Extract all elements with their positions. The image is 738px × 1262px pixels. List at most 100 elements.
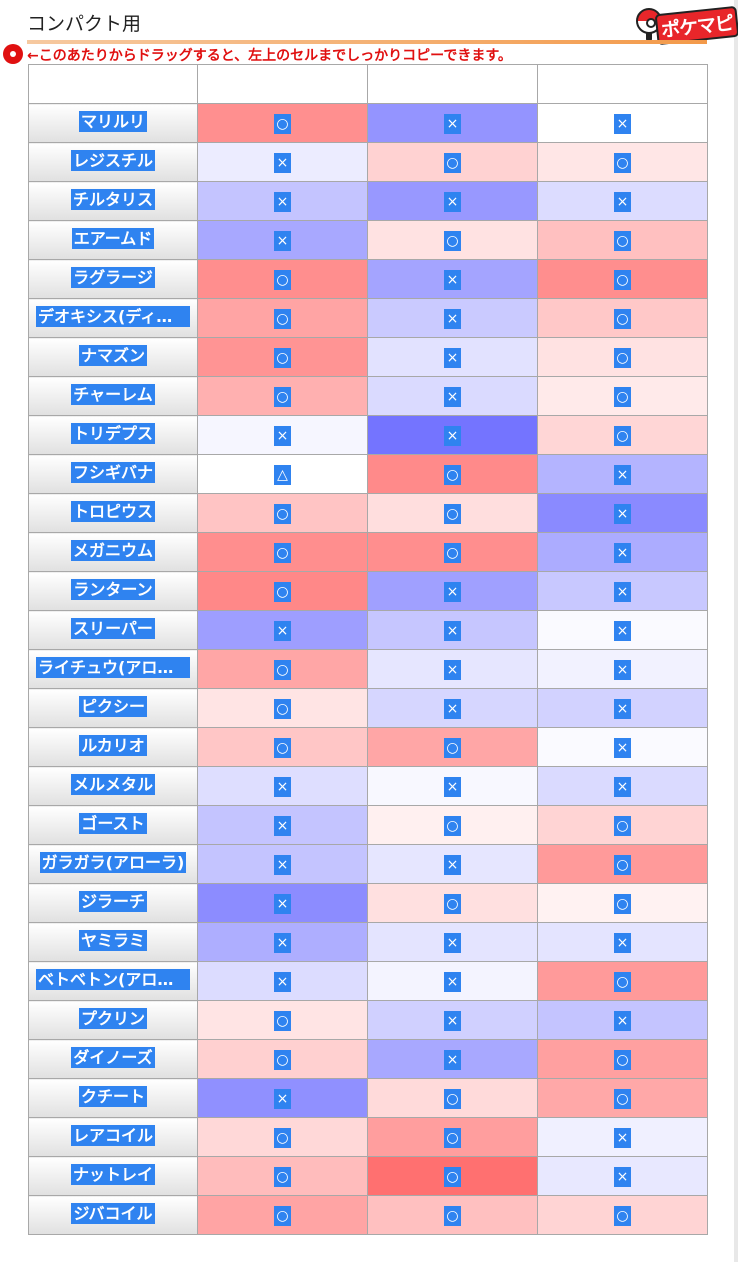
matchup-cell[interactable]: ○	[537, 259, 708, 299]
pokemon-name-cell[interactable]: プクリン	[28, 1000, 198, 1040]
matchup-cell[interactable]: ×	[367, 961, 538, 1001]
pokemon-name-cell[interactable]: ランターン	[28, 571, 198, 611]
matchup-cell[interactable]: ×	[367, 376, 538, 416]
matchup-cell[interactable]: ×	[367, 1039, 538, 1079]
matchup-cell[interactable]: ×	[367, 844, 538, 884]
matchup-cell[interactable]: ×	[537, 103, 708, 143]
pokemon-name-cell[interactable]: ヤミラミ	[28, 922, 198, 962]
matchup-cell[interactable]: ○	[197, 649, 368, 689]
pokemon-name-cell[interactable]: ラグラージ	[28, 259, 198, 299]
header-cell-corner[interactable]	[28, 64, 198, 104]
matchup-cell[interactable]: ○	[197, 571, 368, 611]
matchup-cell[interactable]: ×	[367, 571, 538, 611]
matchup-cell[interactable]: ○	[197, 298, 368, 338]
compact-matchup-table[interactable]: マリルリ ○ × × レジスチル × ○ ○ チルタリス × × × エアームド × ○ ○ ラグラージ ○ × ○ デ…	[28, 64, 708, 1235]
pokemon-name-cell[interactable]: トロピウス	[28, 493, 198, 533]
matchup-cell[interactable]: ×	[537, 649, 708, 689]
matchup-cell[interactable]: ×	[197, 805, 368, 845]
matchup-cell[interactable]: ○	[197, 1000, 368, 1040]
matchup-cell[interactable]: ○	[367, 220, 538, 260]
matchup-cell[interactable]: ×	[367, 766, 538, 806]
header-cell[interactable]	[197, 64, 368, 104]
pokemon-name-cell[interactable]: レジスチル	[28, 142, 198, 182]
pokemon-name-cell[interactable]: ゴースト	[28, 805, 198, 845]
matchup-cell[interactable]: ×	[197, 766, 368, 806]
matchup-cell[interactable]: ×	[197, 961, 368, 1001]
matchup-cell[interactable]: ×	[367, 103, 538, 143]
pokemon-name-cell[interactable]: ライチュウ(アローラのすがた)	[28, 649, 198, 689]
pokemon-name-cell[interactable]: メガニウム	[28, 532, 198, 572]
matchup-cell[interactable]: ×	[537, 766, 708, 806]
matchup-cell[interactable]: ○	[537, 844, 708, 884]
matchup-cell[interactable]: ○	[537, 1039, 708, 1079]
header-cell[interactable]	[367, 64, 538, 104]
pokemon-name-cell[interactable]: クチート	[28, 1078, 198, 1118]
matchup-cell[interactable]: ○	[367, 454, 538, 494]
pokemon-name-cell[interactable]: マリルリ	[28, 103, 198, 143]
matchup-cell[interactable]: ×	[367, 298, 538, 338]
matchup-cell[interactable]: ×	[537, 922, 708, 962]
pokemon-name-cell[interactable]: メルメタル	[28, 766, 198, 806]
pokemon-name-cell[interactable]: チャーレム	[28, 376, 198, 416]
matchup-cell[interactable]: ×	[367, 649, 538, 689]
page-scrollbar[interactable]	[734, 0, 738, 1262]
matchup-cell[interactable]: ○	[367, 883, 538, 923]
matchup-cell[interactable]: ○	[537, 883, 708, 923]
matchup-cell[interactable]: ×	[537, 532, 708, 572]
matchup-cell[interactable]: ○	[537, 376, 708, 416]
matchup-cell[interactable]: ×	[197, 844, 368, 884]
matchup-cell[interactable]: ×	[367, 922, 538, 962]
pokemon-name-cell[interactable]: トリデプス	[28, 415, 198, 455]
matchup-cell[interactable]: ×	[367, 415, 538, 455]
matchup-cell[interactable]: ×	[537, 1000, 708, 1040]
matchup-cell[interactable]: ×	[367, 181, 538, 221]
pokemon-name-cell[interactable]: フシギバナ	[28, 454, 198, 494]
matchup-cell[interactable]: ○	[197, 259, 368, 299]
matchup-cell[interactable]: ×	[197, 1078, 368, 1118]
matchup-cell[interactable]: ○	[367, 805, 538, 845]
matchup-cell[interactable]: ×	[197, 415, 368, 455]
matchup-cell[interactable]: ×	[537, 1117, 708, 1157]
matchup-cell[interactable]: ○	[367, 1156, 538, 1196]
matchup-cell[interactable]: ×	[537, 181, 708, 221]
matchup-cell[interactable]: ×	[197, 220, 368, 260]
matchup-cell[interactable]: ○	[367, 532, 538, 572]
matchup-cell[interactable]: ○	[537, 298, 708, 338]
matchup-cell[interactable]: ○	[537, 961, 708, 1001]
matchup-cell[interactable]: ×	[197, 922, 368, 962]
matchup-cell[interactable]: ○	[197, 493, 368, 533]
matchup-cell[interactable]: ○	[197, 337, 368, 377]
matchup-cell[interactable]: ×	[537, 454, 708, 494]
matchup-cell[interactable]: ○	[197, 727, 368, 767]
matchup-cell[interactable]: ○	[367, 493, 538, 533]
matchup-cell[interactable]: ○	[367, 142, 538, 182]
pokemon-name-cell[interactable]: ナマズン	[28, 337, 198, 377]
matchup-cell[interactable]: ○	[367, 1195, 538, 1235]
matchup-cell[interactable]: ○	[197, 532, 368, 572]
matchup-cell[interactable]: ×	[367, 337, 538, 377]
pokemon-name-cell[interactable]: エアームド	[28, 220, 198, 260]
pokemon-name-cell[interactable]: ジバコイル	[28, 1195, 198, 1235]
matchup-cell[interactable]: ○	[537, 220, 708, 260]
pokemon-name-cell[interactable]: ベトベトン(アローラのすがた)	[28, 961, 198, 1001]
matchup-cell[interactable]: ○	[197, 376, 368, 416]
pokemon-name-cell[interactable]: ダイノーズ	[28, 1039, 198, 1079]
pokemon-name-cell[interactable]: ピクシー	[28, 688, 198, 728]
matchup-cell[interactable]: ×	[197, 610, 368, 650]
matchup-cell[interactable]: ○	[367, 1117, 538, 1157]
pokemon-name-cell[interactable]: レアコイル	[28, 1117, 198, 1157]
matchup-cell[interactable]: ×	[367, 610, 538, 650]
matchup-cell[interactable]: ○	[197, 1039, 368, 1079]
matchup-cell[interactable]: ○	[537, 142, 708, 182]
matchup-cell[interactable]: ×	[367, 1000, 538, 1040]
pokemon-name-cell[interactable]: スリーパー	[28, 610, 198, 650]
matchup-cell[interactable]: ○	[367, 727, 538, 767]
matchup-cell[interactable]: ×	[537, 688, 708, 728]
matchup-cell[interactable]: ×	[537, 493, 708, 533]
matchup-cell[interactable]: ×	[537, 727, 708, 767]
matchup-cell[interactable]: ○	[197, 1156, 368, 1196]
matchup-cell[interactable]: ○	[537, 415, 708, 455]
matchup-cell[interactable]: ○	[537, 1195, 708, 1235]
pokemon-name-cell[interactable]: ルカリオ	[28, 727, 198, 767]
matchup-cell[interactable]: ○	[367, 1078, 538, 1118]
